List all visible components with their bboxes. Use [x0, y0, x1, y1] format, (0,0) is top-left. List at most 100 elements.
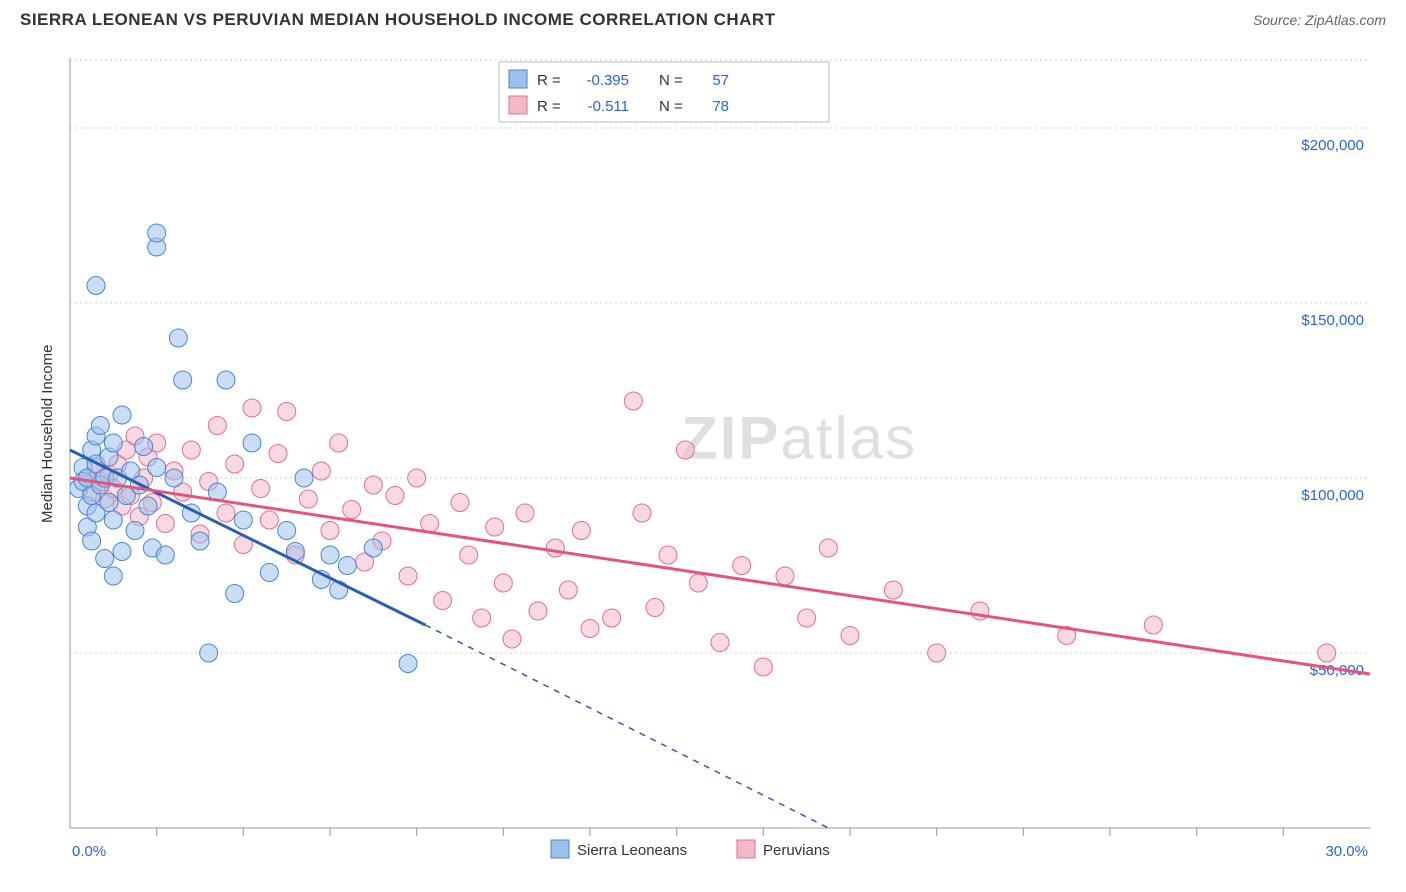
x-min-label: 0.0%: [72, 843, 106, 860]
data-point: [269, 445, 287, 463]
data-point: [135, 438, 153, 456]
legend-swatch: [551, 840, 569, 858]
data-point: [1318, 644, 1336, 662]
legend-n-value: 57: [712, 72, 729, 89]
y-tick-label: $100,000: [1301, 487, 1364, 504]
legend-n-label: N =: [659, 72, 683, 89]
data-point: [460, 546, 478, 564]
data-point: [689, 574, 707, 592]
data-point: [165, 469, 183, 487]
data-point: [243, 434, 261, 452]
data-point: [330, 434, 348, 452]
data-point: [581, 620, 599, 638]
data-point: [546, 539, 564, 557]
legend-r-value: -0.511: [588, 98, 629, 115]
data-point: [819, 539, 837, 557]
data-point: [217, 371, 235, 389]
data-point: [226, 585, 244, 603]
data-point: [295, 469, 313, 487]
data-point: [529, 602, 547, 620]
data-point: [798, 609, 816, 627]
data-point: [156, 515, 174, 533]
legend-series-label: Peruvians: [763, 842, 830, 859]
data-point: [364, 539, 382, 557]
scatter-chart: $50,000$100,000$150,000$200,0000.0%30.0%…: [20, 38, 1386, 878]
data-point: [928, 644, 946, 662]
trend-line-extrapolated: [425, 625, 828, 828]
y-axis-label: Median Household Income: [39, 345, 56, 523]
data-point: [624, 392, 642, 410]
data-point: [434, 592, 452, 610]
data-point: [113, 543, 131, 561]
header: SIERRA LEONEAN VS PERUVIAN MEDIAN HOUSEH…: [0, 0, 1406, 38]
data-point: [182, 441, 200, 459]
data-point: [399, 655, 417, 673]
data-point: [754, 658, 772, 676]
data-point: [200, 644, 218, 662]
data-point: [451, 494, 469, 512]
chart-area: $50,000$100,000$150,000$200,0000.0%30.0%…: [20, 38, 1386, 883]
legend-swatch: [509, 70, 527, 88]
data-point: [343, 501, 361, 519]
data-point: [191, 532, 209, 550]
data-point: [676, 441, 694, 459]
data-point: [776, 567, 794, 585]
x-max-label: 30.0%: [1325, 843, 1368, 860]
data-point: [364, 476, 382, 494]
data-point: [208, 417, 226, 435]
data-point: [386, 487, 404, 505]
data-point: [96, 550, 114, 568]
data-point: [174, 371, 192, 389]
data-point: [243, 399, 261, 417]
data-point: [486, 518, 504, 536]
data-point: [260, 511, 278, 529]
data-point: [408, 469, 426, 487]
data-point: [473, 609, 491, 627]
data-point: [278, 522, 296, 540]
data-point: [494, 574, 512, 592]
data-point: [139, 497, 157, 515]
legend-n-value: 78: [712, 98, 729, 115]
legend-r-value: -0.395: [586, 72, 629, 89]
data-point: [633, 504, 651, 522]
watermark: ZIPatlas: [681, 404, 917, 471]
data-point: [148, 459, 166, 477]
data-point: [733, 557, 751, 575]
data-point: [603, 609, 621, 627]
data-point: [226, 455, 244, 473]
data-point: [234, 511, 252, 529]
legend-r-label: R =: [537, 72, 561, 89]
data-point: [113, 406, 131, 424]
data-point: [572, 522, 590, 540]
data-point: [169, 329, 187, 347]
chart-title: SIERRA LEONEAN VS PERUVIAN MEDIAN HOUSEH…: [20, 10, 776, 30]
data-point: [126, 522, 144, 540]
legend-swatch: [509, 96, 527, 114]
data-point: [1144, 616, 1162, 634]
data-point: [104, 511, 122, 529]
data-point: [156, 546, 174, 564]
data-point: [338, 557, 356, 575]
legend-swatch: [737, 840, 755, 858]
data-point: [321, 546, 339, 564]
data-point: [104, 567, 122, 585]
data-point: [503, 630, 521, 648]
data-point: [884, 581, 902, 599]
data-point: [321, 522, 339, 540]
series-legend: Sierra LeoneansPeruvians: [551, 840, 830, 859]
data-point: [252, 480, 270, 498]
y-tick-label: $200,000: [1301, 137, 1364, 154]
data-point: [841, 627, 859, 645]
source-label: Source: ZipAtlas.com: [1253, 12, 1386, 28]
data-point: [399, 567, 417, 585]
y-tick-label: $150,000: [1301, 312, 1364, 329]
data-point: [559, 581, 577, 599]
data-point: [83, 532, 101, 550]
data-point: [278, 403, 296, 421]
legend-r-label: R =: [537, 98, 561, 115]
legend-n-label: N =: [659, 98, 683, 115]
data-point: [148, 224, 166, 242]
data-point: [260, 564, 278, 582]
data-point: [91, 417, 109, 435]
data-point: [711, 634, 729, 652]
